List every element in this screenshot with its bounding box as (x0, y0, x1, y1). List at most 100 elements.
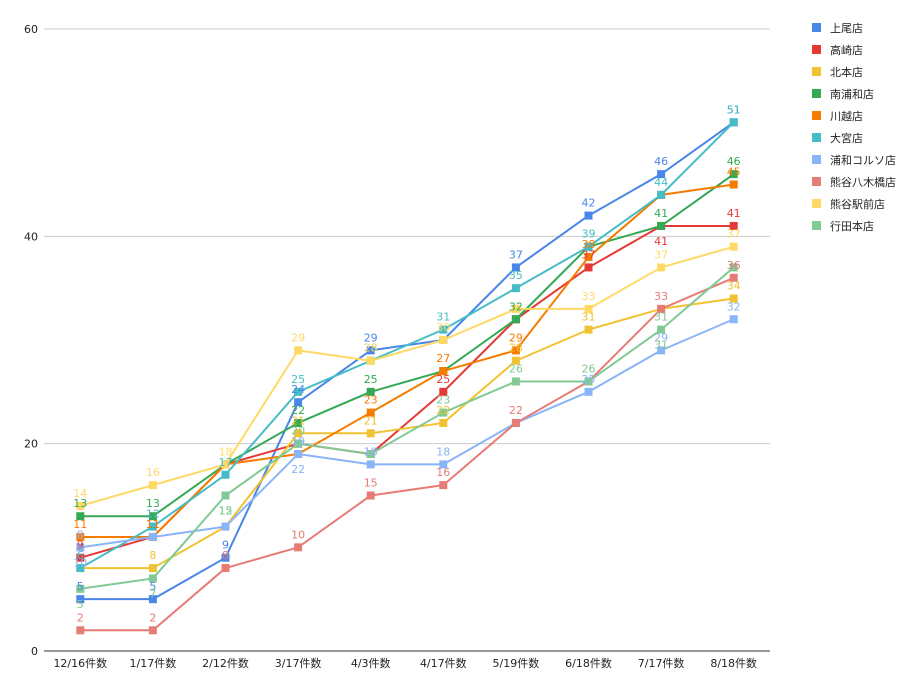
data-point (221, 470, 230, 479)
legend-label: 浦和コルソ店 (830, 153, 896, 167)
data-label: 51 (727, 103, 741, 116)
data-label: 28 (509, 342, 523, 355)
data-label: 37 (582, 248, 596, 261)
legend-label: 上尾店 (830, 21, 863, 35)
data-label: 41 (654, 235, 668, 248)
data-point (366, 429, 375, 438)
legend-swatch (812, 199, 821, 208)
data-label: 31 (436, 311, 450, 324)
y-tick-label: 60 (24, 23, 38, 36)
data-label: 8 (77, 528, 84, 541)
data-label: 22 (509, 404, 523, 417)
data-label: 8 (222, 549, 229, 562)
data-label: 22 (291, 463, 305, 476)
data-point (511, 304, 520, 313)
data-point (366, 356, 375, 365)
data-point (584, 242, 593, 251)
data-point (439, 367, 448, 376)
legend-swatch (812, 111, 821, 120)
data-point (366, 460, 375, 469)
data-label: 15 (364, 477, 378, 490)
data-point (584, 377, 593, 386)
data-point (148, 564, 157, 573)
data-point (439, 481, 448, 490)
data-point (148, 522, 157, 531)
series-line-3 (80, 173, 735, 518)
data-label: 13 (146, 497, 160, 510)
data-label: 41 (727, 207, 741, 220)
series-line-8 (80, 245, 734, 507)
data-point (294, 387, 303, 396)
legend-swatch (812, 177, 821, 186)
data-label: 28 (364, 342, 378, 355)
data-label: 10 (73, 556, 87, 569)
data-label: 37 (727, 228, 741, 241)
data-label: 37 (509, 248, 523, 261)
data-point (657, 325, 666, 334)
data-point (76, 553, 85, 562)
legend-swatch (812, 67, 821, 76)
data-label: 7 (149, 587, 156, 600)
data-label: 31 (582, 311, 596, 324)
x-tick-label: 8/18件数 (710, 657, 757, 670)
series-line-6 (80, 318, 735, 549)
data-label: 15 (219, 505, 233, 518)
data-point (511, 418, 520, 427)
data-label: 41 (654, 207, 668, 220)
y-tick-label: 40 (24, 230, 38, 243)
data-point (511, 263, 520, 272)
legend-swatch (812, 221, 821, 230)
data-label: 31 (654, 311, 668, 324)
data-label: 12 (219, 505, 233, 518)
data-label: 28 (364, 342, 378, 355)
data-label: 25 (582, 373, 596, 386)
legend-label: 熊谷駅前店 (830, 197, 885, 211)
data-point (294, 346, 303, 355)
series-line-5 (79, 121, 735, 569)
data-point (76, 595, 85, 604)
data-point (729, 263, 738, 272)
data-label: 5 (149, 580, 156, 593)
data-label: 2 (149, 611, 156, 624)
data-point (294, 418, 303, 427)
data-label: 51 (727, 103, 741, 116)
data-point (294, 398, 303, 407)
data-point (294, 439, 303, 448)
data-label: 21 (291, 414, 305, 427)
data-label: 26 (582, 362, 596, 375)
data-label: 37 (654, 248, 668, 261)
gridlines (44, 28, 770, 652)
legend-label: 行田本店 (830, 219, 874, 233)
data-point (511, 356, 520, 365)
data-point (657, 190, 666, 199)
data-label: 33 (654, 290, 668, 303)
data-point (148, 532, 157, 541)
x-tick-label: 2/12件数 (202, 657, 249, 670)
data-point (729, 170, 738, 179)
data-point (657, 221, 666, 230)
series-lines (76, 118, 738, 635)
data-point (439, 336, 448, 344)
data-label: 26 (509, 362, 523, 375)
data-label: 35 (509, 269, 523, 282)
data-point (511, 284, 520, 293)
data-label: 39 (582, 228, 596, 241)
x-tick-label: 7/17件数 (638, 657, 685, 670)
data-label: 17 (219, 456, 233, 469)
y-tick-label: 0 (31, 645, 38, 658)
data-label: 2 (77, 611, 84, 624)
data-point (439, 418, 448, 427)
data-point (148, 626, 157, 635)
data-point (729, 294, 738, 303)
data-point (584, 211, 593, 220)
data-label: 14 (73, 487, 87, 500)
data-label: 45 (727, 166, 741, 179)
data-point (366, 450, 375, 459)
data-point (729, 273, 738, 282)
data-label: 36 (727, 259, 741, 272)
data-label: 34 (727, 280, 741, 293)
data-label: 13 (73, 497, 87, 510)
data-label: 29 (509, 331, 523, 344)
